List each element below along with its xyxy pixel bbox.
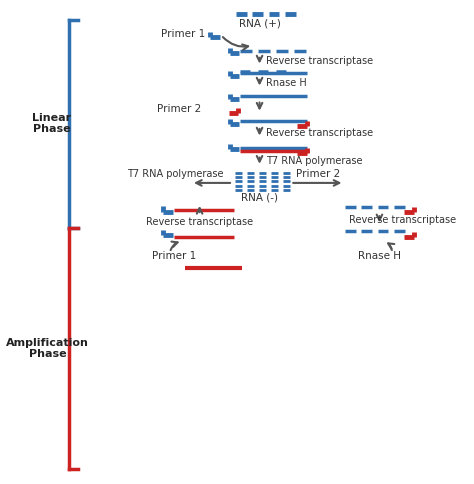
Text: T7 RNA polymerase: T7 RNA polymerase: [266, 156, 363, 166]
Text: Reverse transcriptase: Reverse transcriptase: [266, 57, 373, 66]
Text: Rnase H: Rnase H: [358, 251, 401, 261]
Text: RNA (-): RNA (-): [241, 193, 278, 203]
Text: Reverse transcriptase: Reverse transcriptase: [349, 215, 456, 226]
Text: RNA (+): RNA (+): [238, 18, 281, 28]
Text: Rnase H: Rnase H: [266, 78, 307, 89]
Text: T7 RNA polymerase: T7 RNA polymerase: [127, 169, 223, 179]
Text: Amplification
Phase: Amplification Phase: [6, 338, 89, 359]
Text: Reverse transcriptase: Reverse transcriptase: [146, 217, 253, 227]
Text: Primer 2: Primer 2: [296, 169, 340, 179]
Text: Primer 1: Primer 1: [152, 251, 196, 261]
Text: Primer 1: Primer 1: [161, 29, 205, 39]
Text: Reverse transcriptase: Reverse transcriptase: [266, 128, 373, 137]
Text: Linear
Phase: Linear Phase: [32, 113, 72, 135]
Text: Primer 2: Primer 2: [157, 104, 201, 114]
